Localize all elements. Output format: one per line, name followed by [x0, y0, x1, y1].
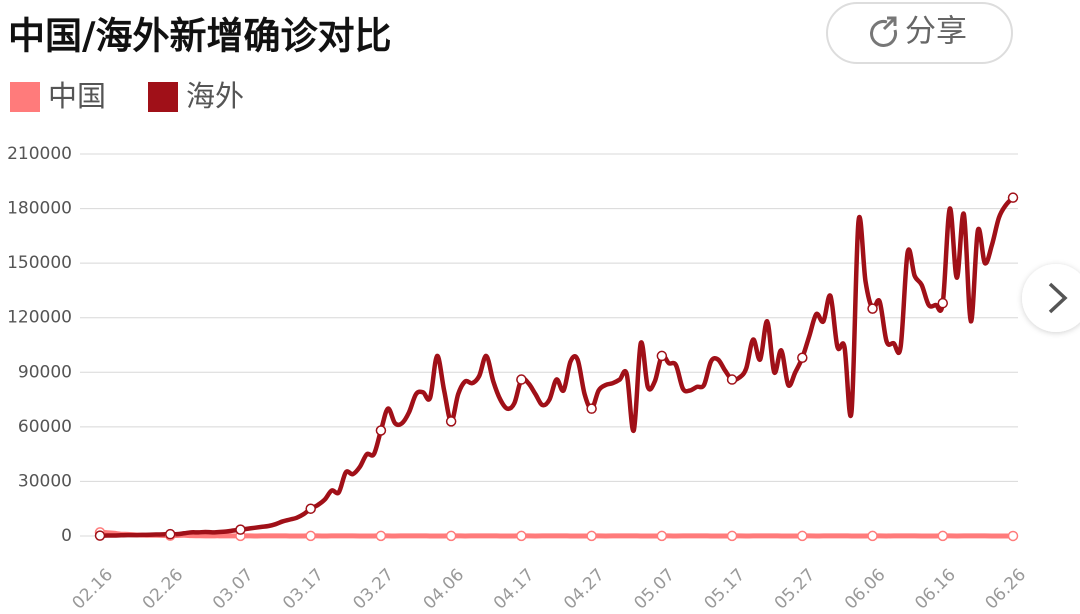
share-button[interactable]: 分享	[826, 2, 1013, 64]
y-tick-label: 180000	[7, 199, 72, 219]
legend-label: 中国	[48, 79, 106, 113]
y-tick-label: 30000	[18, 471, 72, 491]
point-marker	[797, 352, 808, 363]
x-tick-label: 05.07	[630, 565, 679, 614]
series-line	[99, 196, 1015, 538]
point-marker	[656, 530, 668, 542]
point-marker	[726, 530, 738, 542]
share-button-bg[interactable]	[826, 2, 1013, 64]
point-marker	[937, 530, 949, 542]
point-marker	[516, 530, 527, 542]
point-marker	[516, 374, 527, 385]
chart-title: 中国/海外新增确诊对比	[8, 15, 392, 58]
point-marker	[305, 503, 316, 514]
y-tick-label: 90000	[18, 362, 72, 382]
share-icon-arrow[interactable]	[882, 16, 897, 31]
y-tick-label: 120000	[7, 308, 72, 328]
point-marker	[164, 528, 176, 540]
point-marker	[656, 350, 668, 362]
point-marker	[445, 416, 457, 427]
point-marker	[726, 374, 738, 385]
point-marker	[867, 303, 878, 314]
y-tick-label: 210000	[7, 144, 72, 164]
x-tick-label: 05.17	[701, 565, 750, 614]
x-tick-label: 02.16	[69, 565, 118, 614]
point-marker	[797, 530, 808, 542]
point-marker	[235, 524, 246, 535]
point-marker	[586, 530, 597, 542]
legend-swatch	[10, 82, 40, 112]
y-tick-label: 60000	[18, 417, 72, 437]
x-tick-label: 03.07	[209, 565, 258, 614]
point-marker	[867, 530, 878, 542]
point-marker	[375, 530, 387, 542]
point-marker	[445, 530, 457, 542]
next-chevron[interactable]	[1048, 282, 1068, 314]
next-button-bg[interactable]	[1022, 264, 1080, 332]
point-marker	[1007, 530, 1019, 542]
x-tick-label: 06.06	[841, 565, 890, 614]
x-tick-label: 05.27	[771, 565, 820, 614]
x-tick-label: 02.26	[139, 565, 188, 614]
point-marker	[937, 297, 949, 309]
point-marker	[94, 530, 106, 541]
next-button[interactable]	[1022, 264, 1080, 332]
series-line	[99, 529, 1014, 539]
x-tick-label: 04.06	[420, 565, 469, 614]
y-tick-label: 0	[61, 526, 72, 546]
point-marker	[586, 403, 597, 414]
point-marker	[375, 425, 387, 436]
x-tick-label: 03.27	[349, 565, 398, 614]
x-tick-label: 04.27	[560, 565, 609, 614]
x-tick-label: 03.17	[279, 565, 328, 614]
x-tick-label: 04.17	[490, 565, 539, 614]
point-marker	[305, 530, 316, 542]
y-tick-label: 150000	[7, 253, 72, 273]
legend-label: 海外	[186, 79, 244, 113]
legend-swatch	[148, 82, 178, 112]
share-label[interactable]: 分享	[905, 14, 967, 50]
x-tick-label: 06.26	[982, 565, 1031, 614]
share-icon[interactable]	[870, 20, 897, 47]
x-tick-label: 06.16	[911, 565, 960, 614]
point-marker	[1007, 192, 1019, 203]
